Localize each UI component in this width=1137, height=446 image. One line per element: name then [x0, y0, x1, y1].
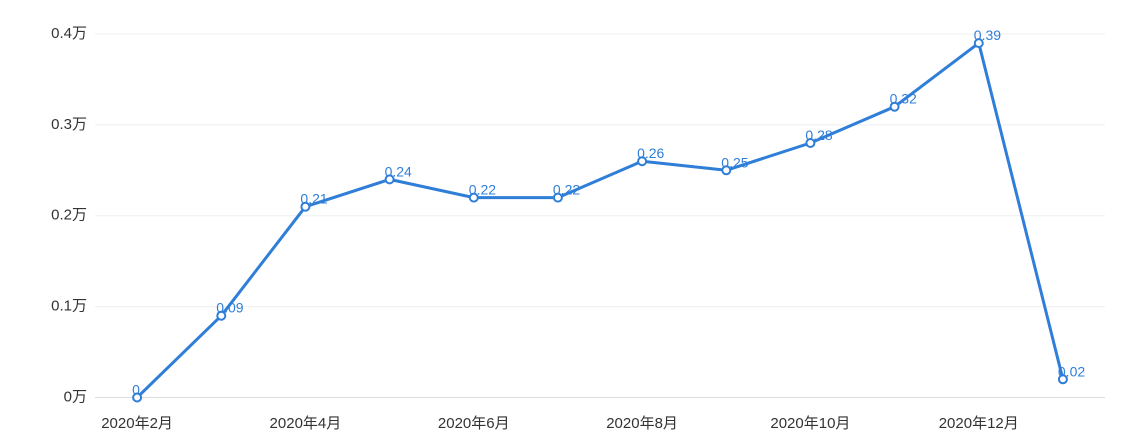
x-axis-tick-label: 2020年2月: [101, 415, 173, 432]
data-point[interactable]: [1057, 374, 1068, 385]
y-axis-tick-label: 0.2万: [51, 207, 87, 224]
data-point[interactable]: [132, 392, 143, 403]
y-axis-tick-label: 0.4万: [51, 25, 87, 42]
x-axis-tick-label: 2020年6月: [438, 415, 510, 432]
data-point-label: 0.22: [553, 182, 580, 198]
series-line: [135, 41, 1065, 399]
data-point-label: 0: [132, 382, 140, 398]
y-axis-tick-label: 0.1万: [51, 298, 87, 315]
data-point-label: 0.24: [385, 163, 412, 179]
data-point-label: 0.09: [216, 300, 243, 316]
data-point-label: 0.02: [1058, 363, 1085, 379]
data-point-label: 0.26: [637, 145, 664, 161]
data-point[interactable]: [637, 156, 648, 167]
x-axis-tick-label: 2020年4月: [270, 415, 342, 432]
data-point[interactable]: [889, 101, 900, 112]
data-point-label: 0.28: [805, 127, 832, 143]
data-point[interactable]: [216, 310, 227, 321]
x-axis-tick-label: 2020年10月: [770, 415, 850, 432]
data-point[interactable]: [384, 174, 395, 185]
data-point[interactable]: [552, 192, 563, 203]
data-point[interactable]: [300, 201, 311, 212]
x-axis-tick-label: 2020年12月: [939, 415, 1019, 432]
data-point-label: 0.25: [721, 154, 748, 170]
x-axis-tick-label: 2020年8月: [606, 415, 678, 432]
data-point-label: 0.22: [469, 182, 496, 198]
data-point-label: 0.21: [300, 191, 327, 207]
y-axis-tick-label: 0万: [64, 388, 87, 405]
data-point-label: 0.39: [974, 27, 1001, 43]
data-point[interactable]: [973, 38, 984, 49]
data-point-label: 0.32: [890, 91, 917, 107]
data-point[interactable]: [721, 165, 732, 176]
data-point[interactable]: [805, 138, 816, 148]
data-point[interactable]: [468, 192, 479, 203]
y-axis-tick-label: 0.3万: [51, 116, 87, 133]
